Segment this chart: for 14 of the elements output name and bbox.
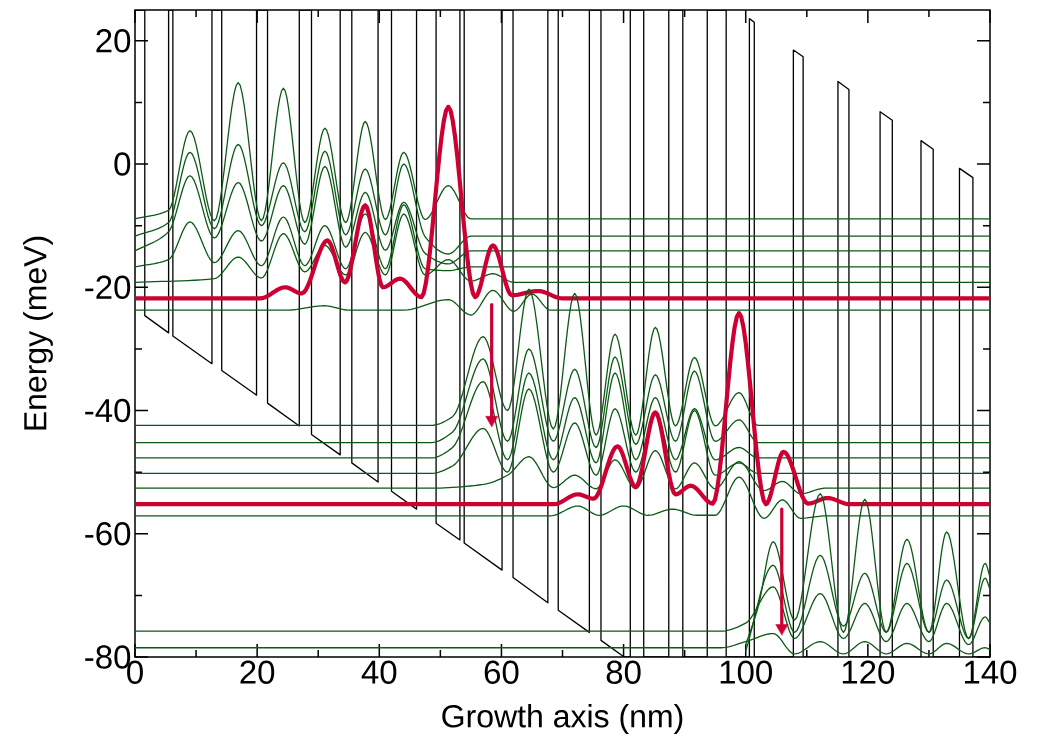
y-tick-label: -60: [85, 522, 131, 546]
x-tick-label: 60: [484, 660, 519, 684]
x-tick-label: 20: [240, 660, 275, 684]
x-axis-title: Growth axis (nm): [442, 704, 683, 734]
x-tick-label: 40: [361, 660, 397, 684]
x-tick-label: 140: [964, 660, 1017, 684]
x-tick-label: 120: [842, 660, 895, 684]
y-tick-label: -20: [85, 275, 131, 299]
y-tick-label: 0: [114, 152, 131, 176]
y-tick-label: 20: [96, 29, 131, 53]
y-tick-label: -40: [85, 398, 131, 423]
y-axis-title: Energy (meV): [23, 236, 53, 430]
x-tick-label: 80: [606, 660, 641, 684]
x-tick-label: 100: [720, 660, 772, 684]
